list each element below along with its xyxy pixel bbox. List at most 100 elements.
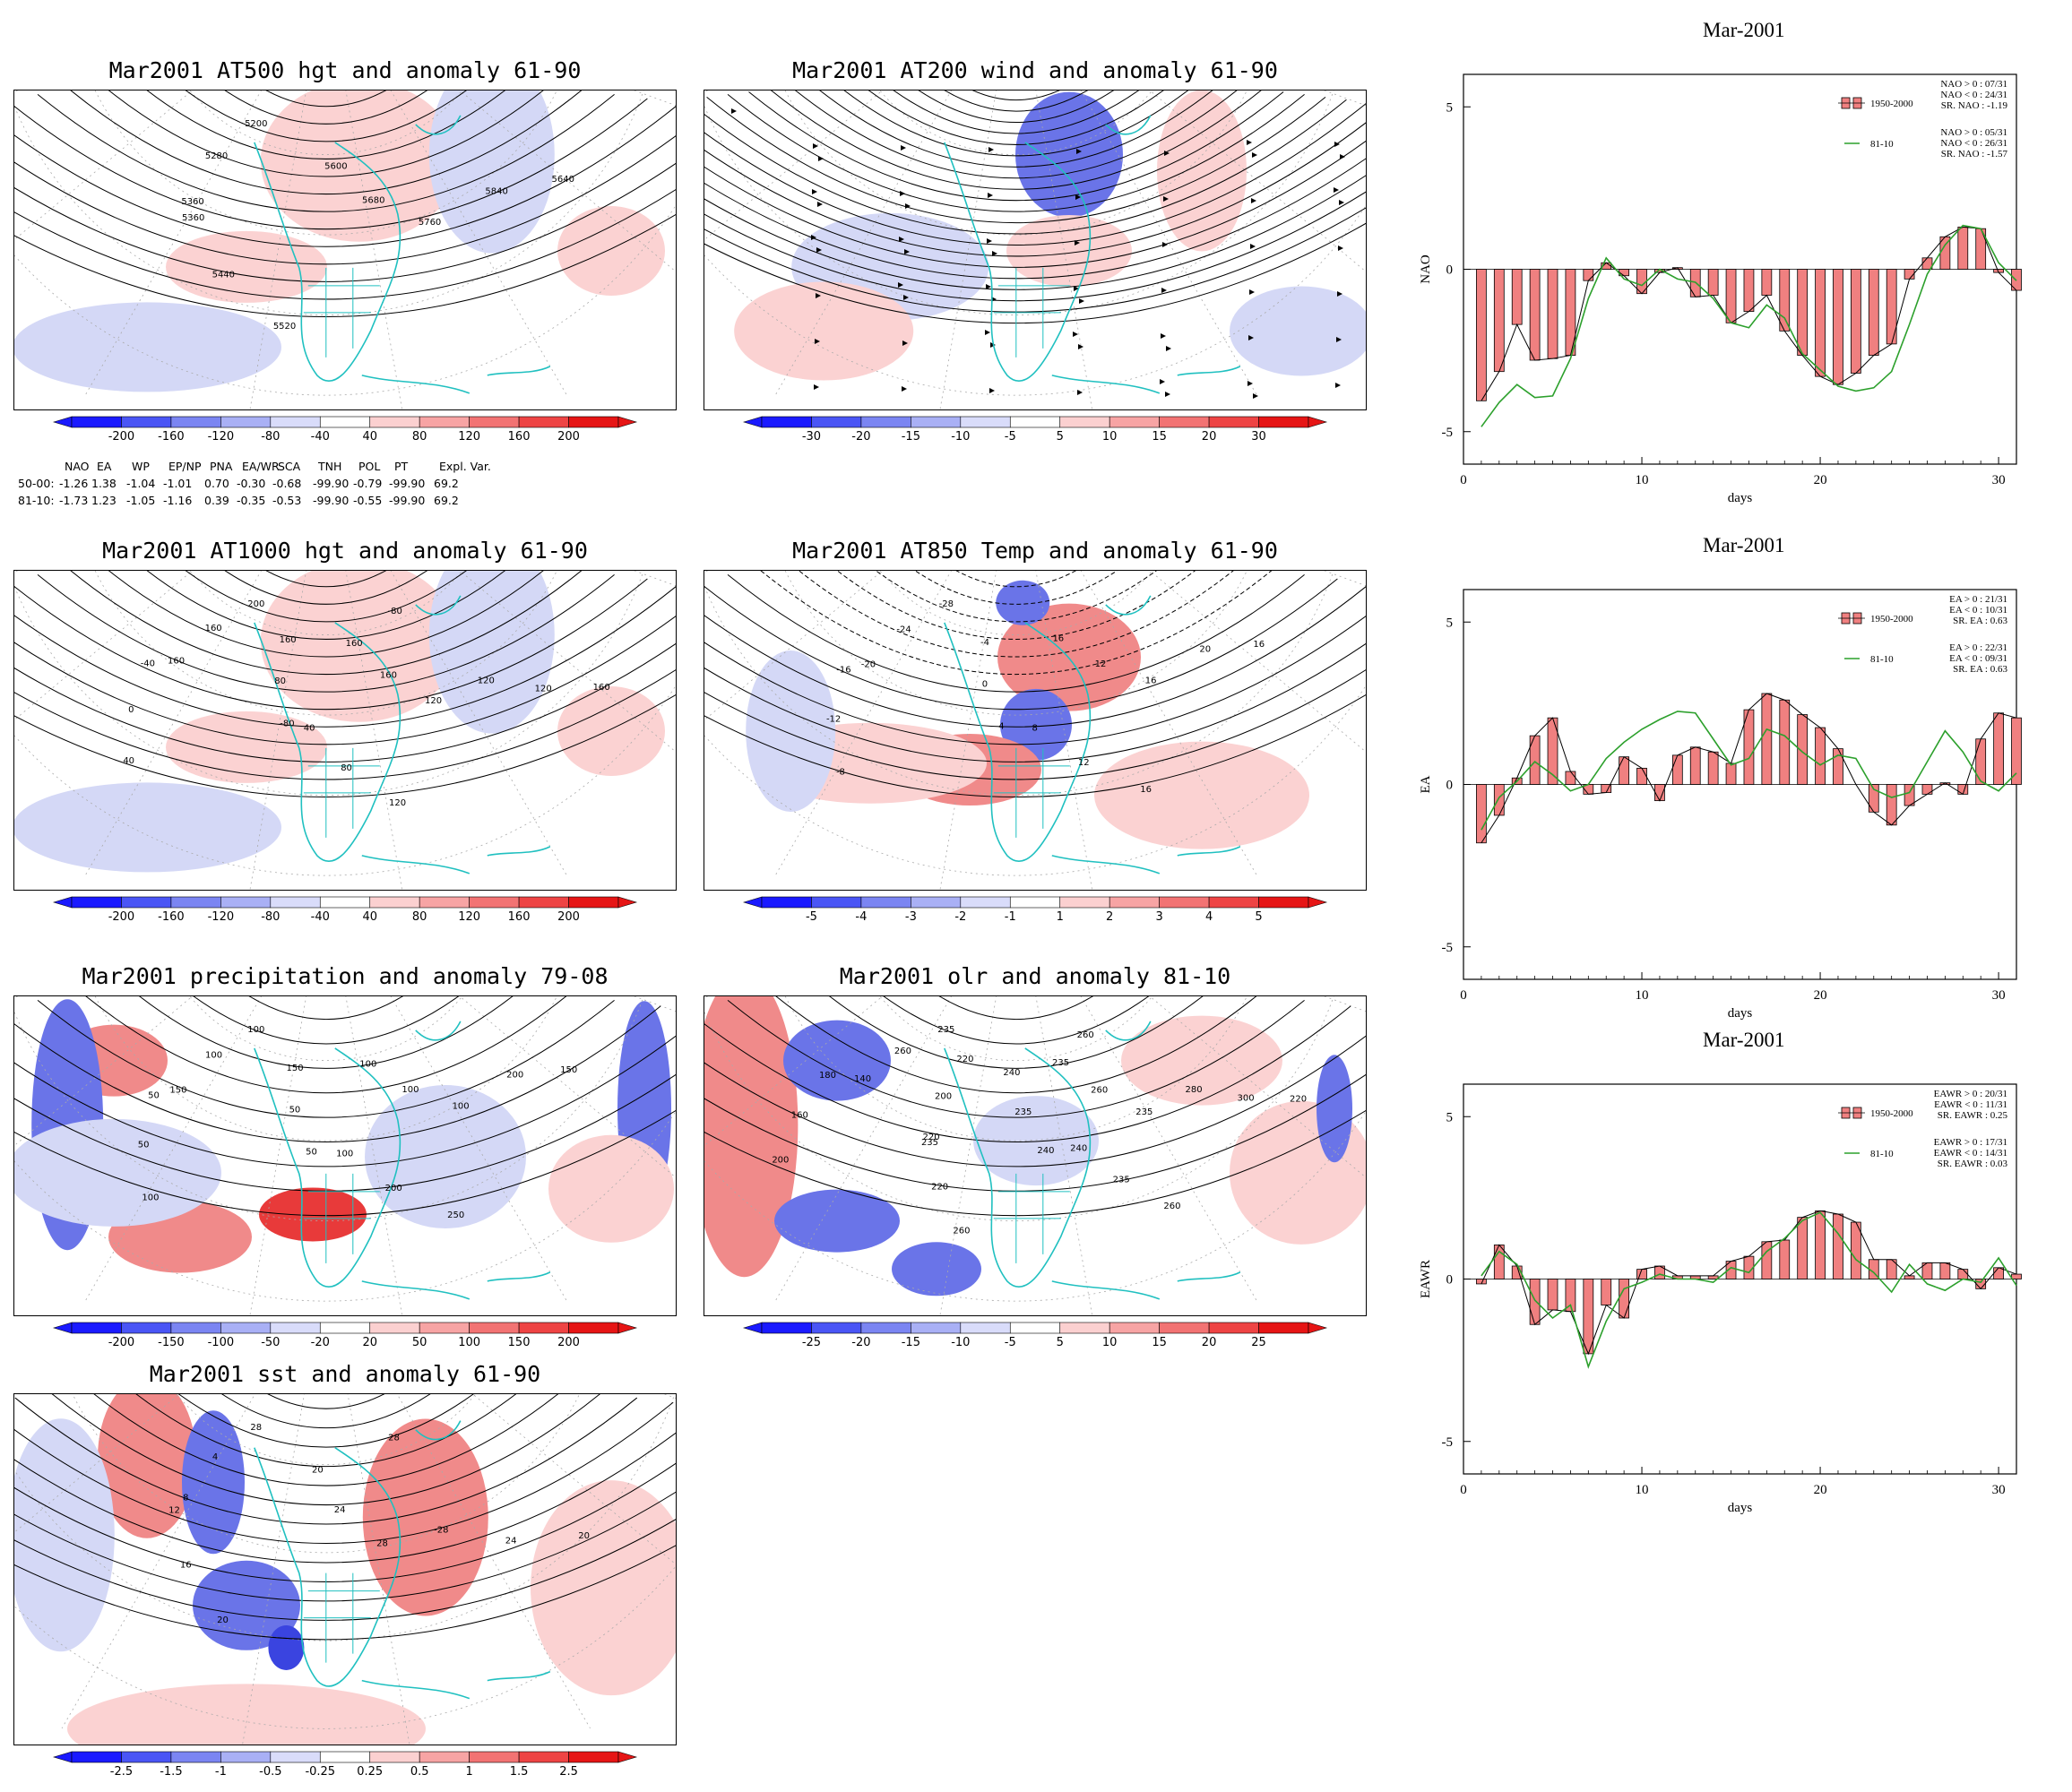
bar [1476, 1279, 1487, 1285]
wind-arrow [1079, 298, 1084, 304]
colorbar-label: 100 [458, 1336, 481, 1349]
contour-label: 160 [205, 624, 222, 633]
contour [819, 90, 1213, 168]
stats-header-cell: TNH [318, 460, 342, 473]
colorbar-swatch [220, 1751, 272, 1763]
colorbar-swatch [270, 416, 321, 428]
stats-header-cell: NAO [65, 460, 90, 473]
anomaly-shading [14, 1418, 115, 1652]
contour-label: 100 [336, 1150, 353, 1159]
wind-arrow [1247, 140, 1252, 145]
bar-series-line [1481, 1210, 2017, 1356]
bar [1868, 269, 1879, 356]
colorbar-swatch [911, 896, 962, 909]
state-borders [303, 747, 380, 838]
contour-label: 235 [921, 1138, 938, 1148]
wind-arrow [985, 330, 990, 335]
colorbar-label: 10 [1101, 1336, 1118, 1349]
coast-north-america [944, 1047, 1092, 1288]
contour-label: 28 [388, 1433, 400, 1443]
colorbar-swatch [469, 1751, 520, 1763]
contour-label: 5840 [485, 186, 507, 196]
colorbar-swatch [469, 1322, 520, 1334]
wind-arrow [1248, 381, 1253, 386]
bar [1689, 746, 1701, 785]
contour-label: 100 [205, 1050, 222, 1060]
map-frame: 100 100 150 50 50 100 150 50 50 100 200 250 100 100 10… [13, 995, 677, 1316]
wind-arrow [1251, 198, 1256, 203]
map-title: Mar2001 AT200 wind and anomaly 61-90 [792, 57, 1278, 83]
contour-label: 160 [168, 656, 185, 666]
legend-line-label: 81-10 [1870, 1149, 1894, 1159]
stats-header-cell: EP/NP [168, 460, 202, 473]
contour-label: 80 [274, 676, 286, 686]
wind-arrow [1248, 335, 1254, 340]
map-plot: 5200 5280 5360 5360 5440 5520 5600 5680 5760 5840… [14, 90, 676, 409]
x-axis-label: days [1728, 1006, 1753, 1021]
x-axis-label: days [1728, 1501, 1753, 1515]
stats-header-cell: WP [132, 460, 150, 473]
colorbar-swatch [369, 896, 420, 909]
bar [1975, 738, 1987, 785]
wind-arrow [816, 293, 821, 298]
latitude-circle [72, 1394, 580, 1554]
contour-label: 80 [341, 763, 352, 773]
wind-arrow [731, 108, 737, 114]
map-frame: 200 160 160 -40 0 40 160 80 -80 40 80 120 160 160 120 1… [13, 570, 677, 891]
colorbar-swatch [568, 416, 619, 428]
bar-series-line [1481, 226, 2017, 401]
bar [1993, 712, 2004, 785]
colorbar-swatch [960, 1322, 1011, 1334]
contour [185, 90, 467, 142]
contour-label: 0 [128, 705, 134, 715]
contour-label: 100 [142, 1193, 159, 1203]
coast-caribbean [1051, 846, 1241, 874]
wind-arrow [1073, 332, 1078, 337]
contour-label: 120 [535, 685, 552, 694]
contour [704, 1035, 1366, 1167]
ts-plot: -5 0 5 0 10 20 30 days EAWR 1950-2000 81-10 EAWR > … [1419, 1083, 2022, 1515]
wind-arrow [1078, 344, 1083, 349]
longitude-line [396, 1394, 591, 1729]
colorbar-label: 50 [411, 1336, 427, 1349]
wind-arrow [989, 147, 994, 152]
bar [1779, 1239, 1791, 1279]
stats-text-line: SR. NAO : -1.57 [1941, 149, 2008, 159]
contour [108, 90, 544, 177]
y-tick-label: 5 [1446, 100, 1454, 115]
contour [14, 1005, 661, 1143]
anomaly-shading [973, 1096, 1099, 1186]
contour-label: 20 [1199, 644, 1211, 654]
stats-cell: -1.01 [163, 477, 193, 490]
colorbar-label: -25 [801, 1336, 822, 1349]
bar [1636, 767, 1647, 785]
stats-cell: -99.90 [313, 477, 350, 490]
contour [704, 578, 1338, 711]
colorbar-swatch [319, 896, 371, 909]
contour [265, 571, 386, 588]
coast-greenland [415, 595, 462, 616]
colorbar-label: -80 [261, 430, 281, 444]
colorbar-svg [742, 1322, 1328, 1334]
colorbar: -2.5 -1.5 -1 -0.5 -0.25 0.25 0.5 1 1.5 2.5 [52, 1751, 638, 1788]
contour-label: 5440 [212, 270, 235, 280]
y-tick-label: -5 [1442, 1435, 1454, 1450]
coast-greenland [415, 115, 462, 135]
anomaly-shading [260, 90, 458, 242]
wind-arrow [1165, 392, 1170, 397]
colorbar-label: 4 [1204, 910, 1213, 924]
contour [727, 94, 1305, 212]
anomaly-shading [14, 302, 281, 392]
colorbar-svg [52, 896, 638, 909]
contour-label: 220 [956, 1055, 973, 1064]
bar [1833, 1213, 1843, 1279]
colorbar-labels: -200 -150 -100 -50 -20 20 50 100 150 200 [54, 1336, 636, 1352]
contour-label: 160 [380, 671, 397, 681]
coast-greenland [1105, 115, 1152, 135]
contour [14, 1432, 676, 1564]
line-series [1481, 1211, 2017, 1369]
bar [1797, 1217, 1809, 1279]
contour-label: 120 [478, 676, 495, 685]
contour [868, 90, 1164, 145]
contour-label: 235 [1052, 1058, 1069, 1068]
